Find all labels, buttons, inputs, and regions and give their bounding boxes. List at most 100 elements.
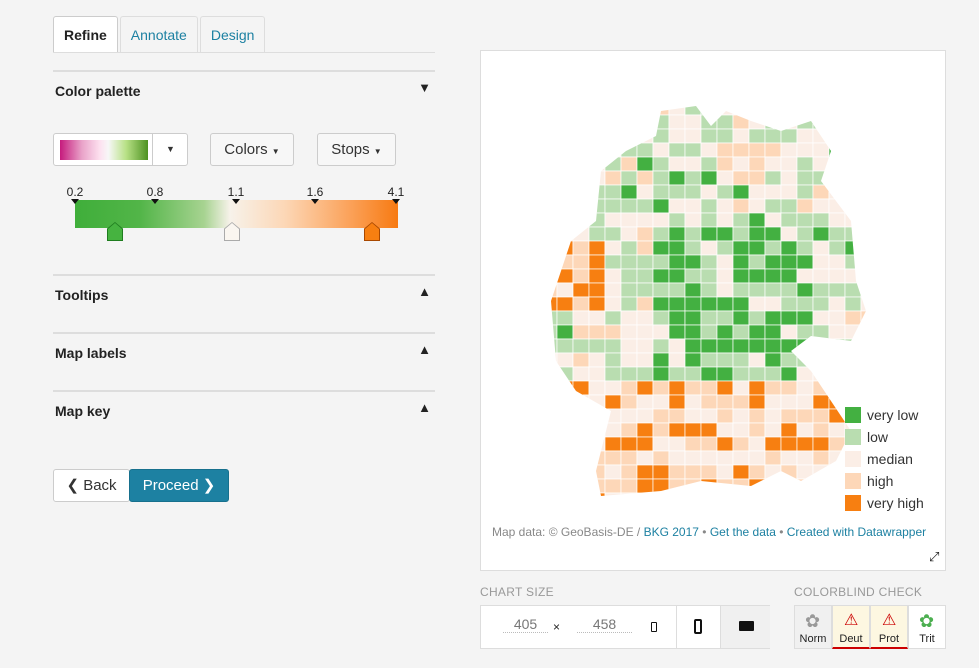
map-district xyxy=(812,254,830,270)
map-district xyxy=(748,114,766,130)
map-district xyxy=(668,198,686,214)
map-district xyxy=(551,310,558,326)
map-district xyxy=(828,184,846,200)
map-district xyxy=(764,170,782,186)
back-button[interactable]: ❮ Back xyxy=(53,469,130,502)
map-district xyxy=(684,268,702,284)
section-color-palette[interactable]: Color palette ▼ xyxy=(53,70,435,110)
map-district xyxy=(796,226,814,242)
map-district xyxy=(844,184,862,200)
map-district xyxy=(668,380,686,396)
map-district xyxy=(780,296,798,312)
palette-select[interactable]: ▼ xyxy=(53,133,188,166)
map-district xyxy=(812,212,830,228)
map-district xyxy=(716,436,734,452)
map-district xyxy=(732,366,750,382)
map-district xyxy=(732,394,750,410)
color-stop-handle[interactable] xyxy=(224,222,240,241)
map-district xyxy=(572,422,590,438)
get-data-link[interactable]: Get the data xyxy=(709,525,776,539)
map-district xyxy=(828,212,846,228)
color-stop-handle[interactable] xyxy=(107,222,123,241)
map-district xyxy=(652,268,670,284)
map-district xyxy=(812,296,830,312)
small-phone-icon[interactable] xyxy=(651,622,657,632)
map-district xyxy=(588,324,606,340)
map-district xyxy=(780,492,798,496)
phone-icon[interactable] xyxy=(694,619,702,634)
colorblind-trit[interactable]: ✿ Trit xyxy=(908,605,946,649)
map-district xyxy=(556,324,574,340)
map-district xyxy=(700,394,718,410)
chart-size-label: CHART SIZE xyxy=(480,585,554,599)
map-district xyxy=(668,394,686,410)
map-district xyxy=(588,170,606,186)
colors-button[interactable]: Colors ▼ xyxy=(210,133,294,166)
map-district xyxy=(620,352,638,368)
desktop-button[interactable] xyxy=(720,606,770,648)
tab-design[interactable]: Design xyxy=(199,16,266,53)
stops-button[interactable]: Stops ▼ xyxy=(317,133,396,166)
map-district xyxy=(700,478,718,494)
map-district xyxy=(668,268,686,284)
section-map-labels[interactable]: Map labels ▲ xyxy=(53,332,435,372)
map-district xyxy=(732,422,750,438)
map-district xyxy=(636,198,654,214)
map-district xyxy=(796,184,814,200)
bkg-link[interactable]: BKG 2017 xyxy=(643,525,699,539)
map-district xyxy=(556,170,574,186)
map-district xyxy=(652,226,670,242)
colorblind-norm[interactable]: ✿ Norm xyxy=(794,605,832,649)
color-stop-handle[interactable] xyxy=(364,222,380,241)
map-district xyxy=(860,128,866,144)
map-district xyxy=(828,310,846,326)
map-district xyxy=(844,240,862,256)
proceed-button[interactable]: Proceed ❯ xyxy=(129,469,229,502)
map-district xyxy=(812,106,830,116)
map-district xyxy=(812,478,830,494)
map-district xyxy=(652,296,670,312)
map-district xyxy=(572,254,590,270)
legend-item: low xyxy=(845,426,924,448)
map-district xyxy=(860,366,866,382)
section-map-key[interactable]: Map key ▲ xyxy=(53,390,435,430)
map-district xyxy=(716,422,734,438)
desktop-icon xyxy=(739,621,754,631)
colorblind-deut[interactable]: ⚠ Deut xyxy=(832,605,870,649)
map-district xyxy=(764,366,782,382)
map-district xyxy=(551,170,558,186)
map-district xyxy=(551,114,558,130)
map-district xyxy=(812,142,830,158)
width-input[interactable]: 405 xyxy=(503,616,548,633)
map-district xyxy=(780,212,798,228)
datawrapper-link[interactable]: Created with Datawrapper xyxy=(786,525,927,539)
map-district xyxy=(828,106,846,116)
map-district xyxy=(668,492,686,496)
section-tooltips[interactable]: Tooltips ▲ xyxy=(53,274,435,314)
map-district xyxy=(572,310,590,326)
map-district xyxy=(652,464,670,480)
map-district xyxy=(620,212,638,228)
map-district xyxy=(732,436,750,452)
map-district xyxy=(551,366,558,382)
tab-refine[interactable]: Refine xyxy=(53,16,118,53)
height-input[interactable]: 458 xyxy=(577,616,632,633)
map-district xyxy=(700,464,718,480)
map-district xyxy=(620,394,638,410)
map-district xyxy=(828,254,846,270)
map-district xyxy=(556,254,574,270)
map-district xyxy=(796,198,814,214)
map-district xyxy=(716,268,734,284)
map-district xyxy=(652,198,670,214)
map-district xyxy=(588,106,606,116)
map-district xyxy=(860,212,866,228)
map-district xyxy=(551,352,558,368)
tab-annotate[interactable]: Annotate xyxy=(119,16,198,53)
map-district xyxy=(620,226,638,242)
resize-icon[interactable]: ⤢ xyxy=(929,549,940,564)
map-district xyxy=(636,114,654,130)
map-district xyxy=(604,282,622,298)
map-district xyxy=(684,296,702,312)
map-district xyxy=(604,226,622,242)
colorblind-prot[interactable]: ⚠ Prot xyxy=(870,605,908,649)
